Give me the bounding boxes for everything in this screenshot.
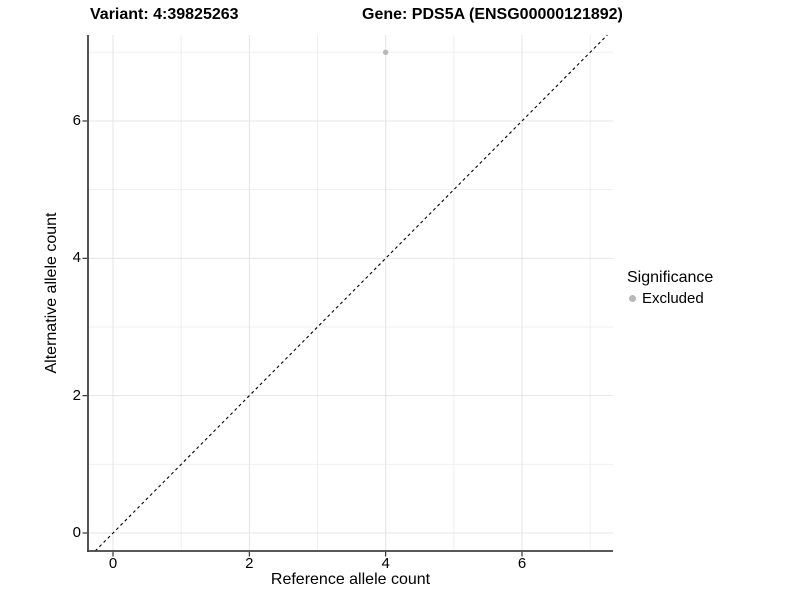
- legend-item-label: Excluded: [642, 290, 704, 307]
- x-tick-label: 6: [517, 555, 527, 572]
- y-tick-label: 2: [72, 386, 81, 404]
- y-tick-label: 6: [72, 111, 81, 129]
- y-axis-title: Alternative allele count: [43, 212, 60, 374]
- x-tick-label: 2: [245, 555, 254, 572]
- x-axis-title: Reference allele count: [270, 571, 431, 588]
- plot-title-gene: Gene: PDS5A (ENSG00000121892): [362, 6, 623, 23]
- y-tick-label: 0: [72, 524, 81, 541]
- y-tick-label: 4: [72, 249, 81, 267]
- identity-line: [94, 34, 608, 552]
- legend-point-icon: [629, 295, 636, 302]
- plot-title-variant: Variant: 4:39825263: [90, 6, 239, 23]
- legend-title: Significance: [627, 269, 714, 286]
- x-tick-label: 4: [381, 555, 390, 572]
- data-point: [382, 49, 389, 56]
- legend-item-excluded: Excluded: [627, 289, 713, 308]
- legend: Significance Excluded: [627, 268, 713, 308]
- x-tick-label: 0: [108, 555, 118, 572]
